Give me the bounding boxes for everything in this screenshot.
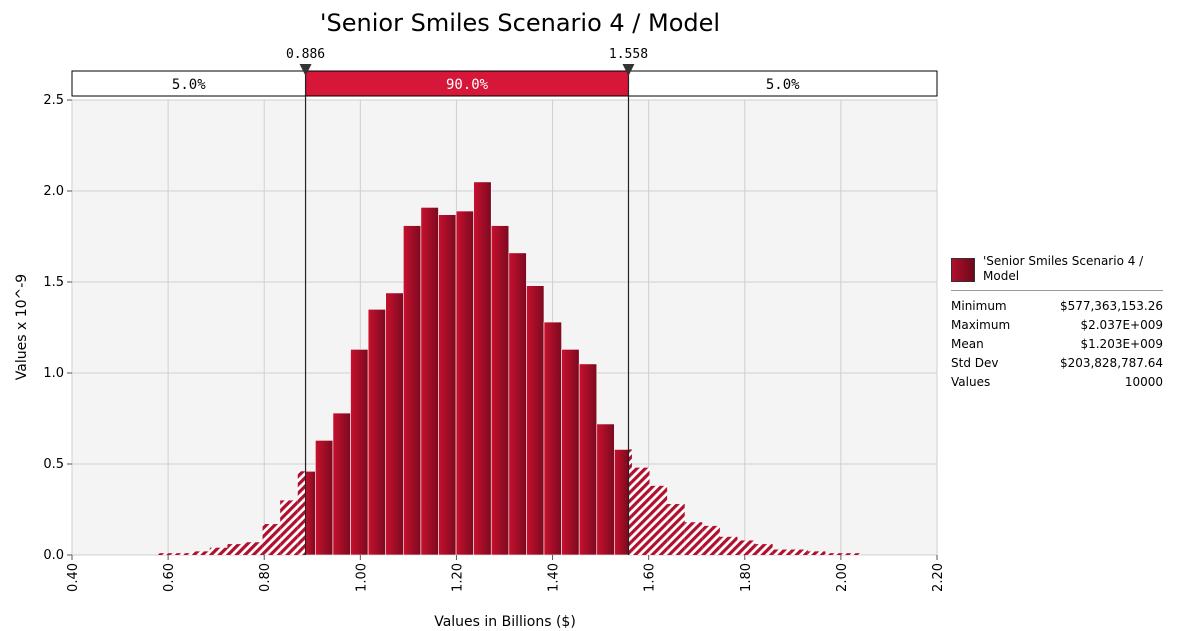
histogram-bar (807, 551, 826, 555)
histogram-bar (420, 207, 439, 556)
stat-label: Maximum (951, 318, 1011, 332)
histogram-bar (614, 449, 629, 556)
histogram-bar (737, 540, 756, 555)
x-tick-label: 1.20 (450, 563, 465, 592)
stat-row-mean: Mean $1.203E+009 (951, 335, 1163, 354)
stat-row-minimum: Minimum $577,363,153.26 (951, 297, 1163, 316)
histogram-bar (628, 449, 632, 555)
histogram-bar (719, 536, 738, 555)
histogram-bar (790, 549, 808, 555)
histogram-bar (508, 252, 527, 556)
histogram-bar (825, 553, 844, 555)
y-tick-label: 2.0 (43, 184, 64, 199)
histogram-bar (473, 181, 492, 556)
histogram-bar (227, 544, 245, 555)
x-tick-label: 0.40 (66, 563, 81, 592)
x-tick-label: 2.20 (931, 563, 946, 592)
percentile-marker-label: 1.558 (609, 47, 648, 62)
histogram-bar (684, 522, 703, 555)
histogram-bar (543, 321, 562, 556)
stat-value: $577,363,153.26 (1059, 299, 1163, 313)
stat-value: $203,828,787.64 (1059, 356, 1163, 370)
y-tick-label: 2.5 (43, 93, 64, 108)
legend-series-name: 'Senior Smiles Scenario 4 / Model (983, 254, 1144, 283)
x-tick-label: 1.00 (354, 563, 369, 592)
histogram-bar (755, 544, 773, 555)
histogram-bar (455, 210, 474, 556)
stat-label: Std Dev (951, 356, 999, 370)
histogram-bar (631, 467, 650, 555)
histogram-bar (438, 214, 457, 556)
percentile-band (627, 70, 938, 97)
stat-value: 10000 (1124, 375, 1163, 389)
histogram-bar (192, 551, 210, 555)
percentile-band (71, 70, 307, 97)
stat-label: Values (951, 375, 991, 389)
histogram-bar (315, 440, 334, 556)
x-tick-label: 2.00 (835, 563, 850, 592)
histogram-bar (262, 524, 281, 555)
histogram-bar (596, 423, 615, 556)
stat-label: Mean (951, 337, 984, 351)
histogram-bar (578, 363, 598, 556)
histogram-bar (297, 471, 306, 555)
histogram-bar (209, 547, 228, 555)
stat-row-values: Values 10000 (951, 373, 1163, 392)
histogram-bar (157, 553, 175, 555)
y-tick-label: 0.0 (43, 548, 64, 563)
histogram-bar (174, 553, 193, 555)
histogram-bar (561, 349, 580, 556)
x-tick-label: 0.60 (162, 563, 177, 592)
x-tick-label: 1.60 (643, 563, 658, 592)
x-tick-label: 1.40 (547, 563, 562, 592)
histogram-bar (772, 549, 791, 555)
histogram-bar (245, 542, 263, 555)
legend-swatch (951, 258, 975, 282)
x-tick-label: 0.80 (258, 563, 273, 592)
histogram-bar (526, 285, 545, 556)
histogram-bar (667, 504, 685, 555)
percentile-band-label: 90.0% (446, 77, 489, 93)
y-tick-label: 1.0 (43, 366, 64, 381)
histogram-bar (490, 225, 510, 556)
histogram-bar (402, 225, 422, 556)
histogram-bar (843, 553, 861, 555)
stat-row-maximum: Maximum $2.037E+009 (951, 316, 1163, 335)
stat-value: $1.203E+009 (1080, 337, 1163, 351)
stat-row-std-dev: Std Dev $203,828,787.64 (951, 354, 1163, 373)
legend: 'Senior Smiles Scenario 4 / Model Minimu… (951, 254, 1163, 392)
y-axis-label: Values x 10^-9 (14, 274, 30, 380)
chart-title: 'Senior Smiles Scenario 4 / Model (320, 9, 720, 37)
y-tick-label: 1.5 (43, 275, 64, 290)
percentile-band-label: 5.0% (172, 77, 206, 93)
x-axis-label: Values in Billions ($) (434, 614, 576, 630)
percentile-marker-handle (622, 64, 635, 76)
histogram-bar (332, 412, 351, 556)
percentile-band-label: 5.0% (766, 77, 800, 93)
histogram-bar (280, 500, 298, 555)
percentile-marker-label: 0.886 (286, 47, 325, 62)
histogram-bar (702, 525, 720, 555)
histogram-bar (367, 308, 387, 556)
y-tick-label: 0.5 (43, 457, 64, 472)
histogram-bar (305, 470, 316, 556)
histogram-bar (350, 349, 369, 556)
x-tick-label: 1.80 (739, 563, 754, 592)
histogram-bar (649, 485, 668, 555)
stat-label: Minimum (951, 299, 1007, 313)
histogram-bar (385, 292, 404, 556)
percentile-marker-handle (299, 64, 312, 76)
stat-value: $2.037E+009 (1080, 318, 1163, 332)
